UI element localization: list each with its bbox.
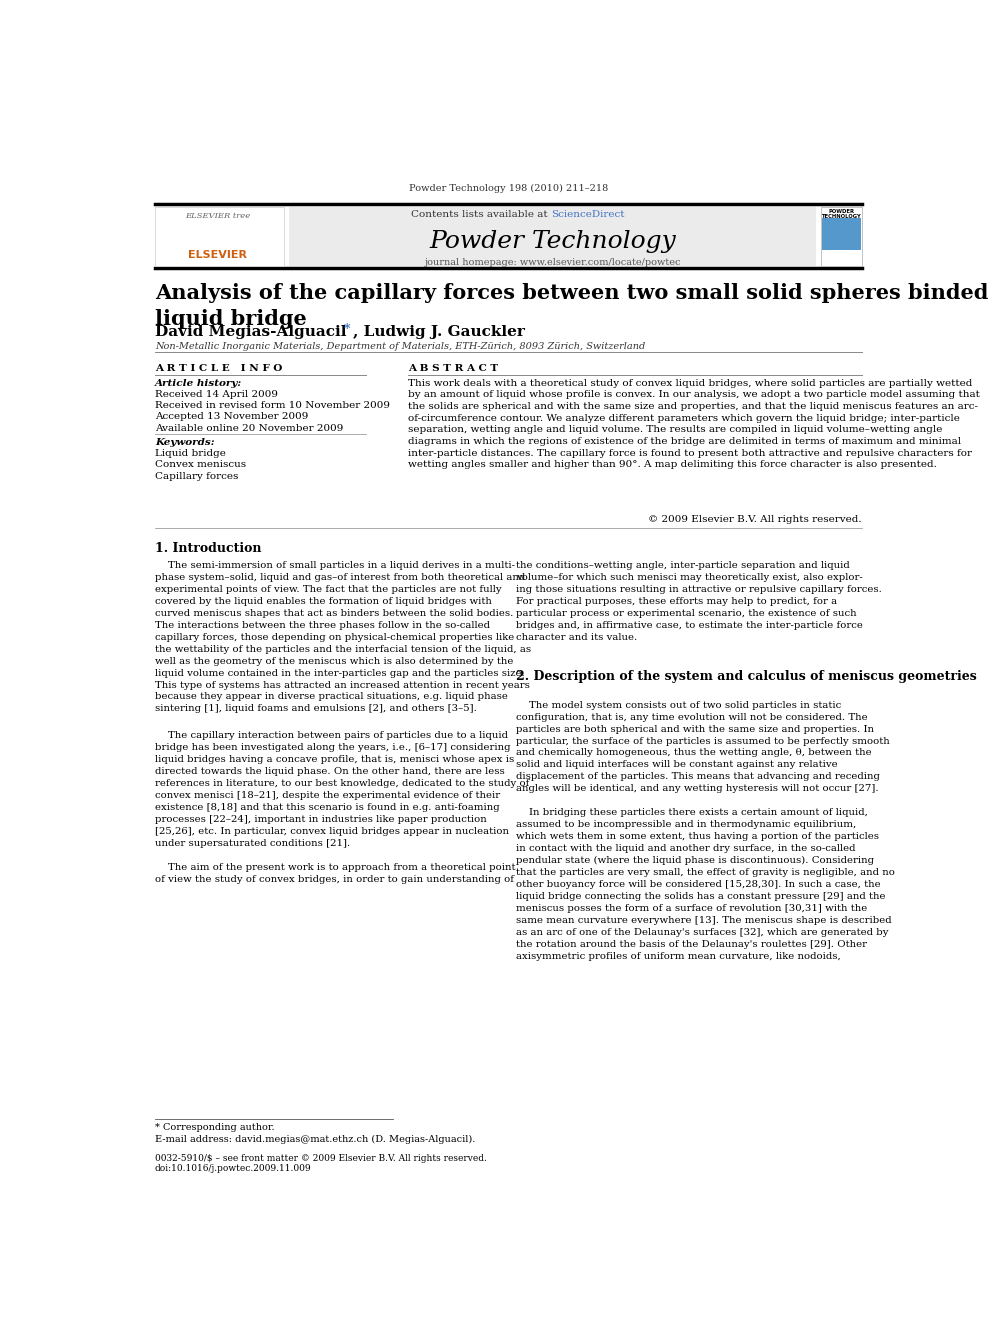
Text: Received 14 April 2009: Received 14 April 2009: [155, 390, 278, 400]
FancyBboxPatch shape: [822, 218, 860, 250]
Text: doi:10.1016/j.powtec.2009.11.009: doi:10.1016/j.powtec.2009.11.009: [155, 1164, 311, 1174]
Text: Contents lists available at: Contents lists available at: [411, 209, 551, 218]
Text: the conditions–wetting angle, inter-particle separation and liquid
volume–for wh: the conditions–wetting angle, inter-part…: [516, 561, 882, 642]
Text: ScienceDirect: ScienceDirect: [551, 209, 624, 218]
FancyBboxPatch shape: [820, 206, 862, 266]
Text: E-mail address: david.megias@mat.ethz.ch (D. Megias-Alguacil).: E-mail address: david.megias@mat.ethz.ch…: [155, 1135, 475, 1144]
Text: Analysis of the capillary forces between two small solid spheres binded by a con: Analysis of the capillary forces between…: [155, 283, 992, 328]
Text: Available online 20 November 2009: Available online 20 November 2009: [155, 423, 343, 433]
Text: ELSEVIER: ELSEVIER: [188, 250, 247, 259]
Text: A R T I C L E   I N F O: A R T I C L E I N F O: [155, 364, 282, 373]
Text: Convex meniscus: Convex meniscus: [155, 460, 246, 470]
Text: Keywords:: Keywords:: [155, 438, 214, 447]
Text: The semi-immersion of small particles in a liquid derives in a multi-
phase syst: The semi-immersion of small particles in…: [155, 561, 531, 713]
Text: , Ludwig J. Gauckler: , Ludwig J. Gauckler: [353, 325, 525, 339]
Text: 0032-5910/$ – see front matter © 2009 Elsevier B.V. All rights reserved.: 0032-5910/$ – see front matter © 2009 El…: [155, 1154, 487, 1163]
Text: ELSEVIER tree: ELSEVIER tree: [186, 212, 250, 220]
Text: Accepted 13 November 2009: Accepted 13 November 2009: [155, 413, 309, 422]
Text: The capillary interaction between pairs of particles due to a liquid
bridge has : The capillary interaction between pairs …: [155, 732, 529, 884]
Text: Powder Technology: Powder Technology: [430, 230, 677, 253]
Text: * Corresponding author.: * Corresponding author.: [155, 1123, 275, 1132]
Text: This work deals with a theoretical study of convex liquid bridges, where solid p: This work deals with a theoretical study…: [409, 378, 980, 470]
Text: Non-Metallic Inorganic Materials, Department of Materials, ETH-Zürich, 8093 Züri: Non-Metallic Inorganic Materials, Depart…: [155, 343, 645, 351]
Text: 1. Introduction: 1. Introduction: [155, 542, 261, 554]
FancyBboxPatch shape: [155, 206, 284, 266]
Text: Capillary forces: Capillary forces: [155, 471, 238, 480]
Text: Powder Technology 198 (2010) 211–218: Powder Technology 198 (2010) 211–218: [409, 184, 608, 193]
FancyBboxPatch shape: [290, 206, 815, 266]
Text: POWDER
TECHNOLOGY: POWDER TECHNOLOGY: [821, 209, 861, 220]
Text: *: *: [344, 323, 350, 336]
Text: The model system consists out of two solid particles in static
configuration, th: The model system consists out of two sol…: [516, 701, 895, 960]
Text: journal homepage: www.elsevier.com/locate/powtec: journal homepage: www.elsevier.com/locat…: [425, 258, 682, 266]
Text: Liquid bridge: Liquid bridge: [155, 448, 225, 458]
Text: A B S T R A C T: A B S T R A C T: [409, 364, 499, 373]
Text: © 2009 Elsevier B.V. All rights reserved.: © 2009 Elsevier B.V. All rights reserved…: [649, 515, 862, 524]
Text: David Megias-Alguacil: David Megias-Alguacil: [155, 325, 351, 339]
Text: Article history:: Article history:: [155, 378, 242, 388]
Text: 2. Description of the system and calculus of meniscus geometries: 2. Description of the system and calculu…: [516, 671, 977, 683]
Text: Received in revised form 10 November 2009: Received in revised form 10 November 200…: [155, 401, 390, 410]
